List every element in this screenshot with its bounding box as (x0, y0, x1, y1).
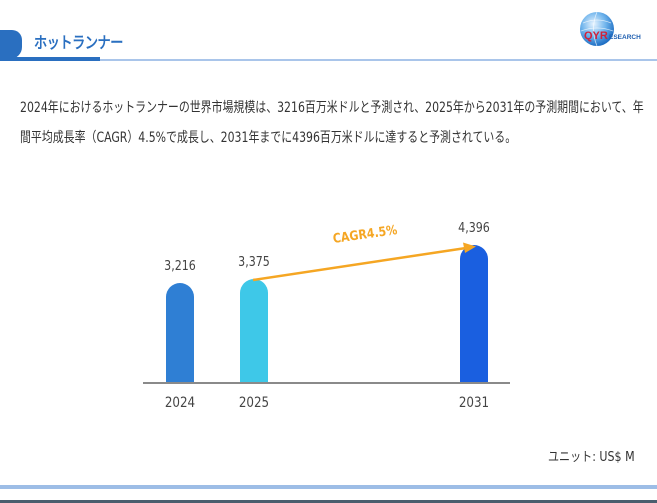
bar-2025 (240, 279, 268, 383)
x-axis-line (143, 382, 510, 384)
market-summary: 2024年におけるホットランナーの世界市場規模は、3216百万米ドルと予測され、… (20, 93, 657, 153)
page-title: ホットランナー (34, 33, 123, 52)
value-label-2025: 3,375 (238, 255, 270, 270)
globe-icon: QYR ESEARCH (580, 11, 641, 47)
summary-line-2: 間平均成長率（CAGR）4.5%で成長し、2031年までに4396百万米ドルに達… (20, 130, 517, 146)
x-tick-2025: 2025 (238, 395, 270, 411)
x-tick-2031: 2031 (458, 395, 490, 411)
footer-bottom-bar (0, 500, 657, 503)
x-tick-2024: 2024 (164, 395, 196, 411)
svg-text:ESEARCH: ESEARCH (609, 34, 641, 41)
footer-line (0, 485, 657, 489)
header-accent-tab (0, 30, 22, 59)
bar-2031 (460, 245, 488, 383)
header-underline (100, 59, 657, 61)
bar-2024 (166, 283, 194, 383)
header-underline-accent (0, 57, 100, 61)
unit-label: ユニット: US$ M (548, 450, 635, 465)
value-label-2031: 4,396 (458, 221, 490, 236)
value-label-2024: 3,216 (164, 259, 196, 274)
qyresearch-logo: QYR ESEARCH (578, 9, 642, 51)
summary-line-1: 2024年におけるホットランナーの世界市場規模は、3216百万米ドルと予測され、… (20, 100, 644, 116)
svg-text:QYR: QYR (584, 30, 608, 42)
